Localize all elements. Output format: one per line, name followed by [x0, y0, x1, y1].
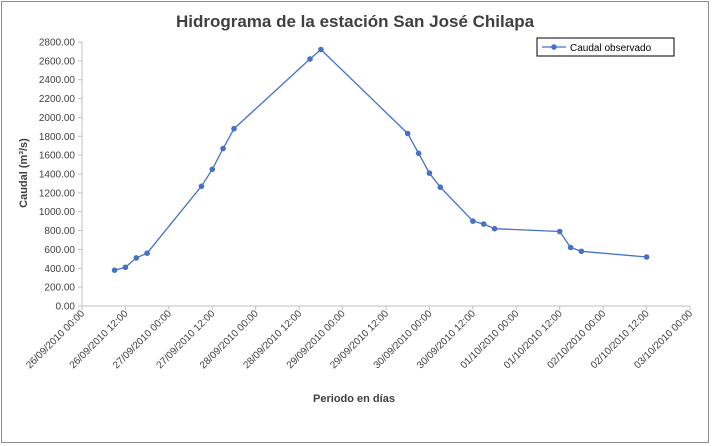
data-point [111, 267, 118, 274]
x-axis-title: Periodo en días [313, 393, 395, 405]
y-tick-label: 1400.00 [39, 170, 76, 181]
data-point [643, 254, 650, 260]
y-tick-label: 2000.00 [39, 113, 76, 124]
y-tick-label: 2400.00 [39, 75, 76, 86]
legend: Caudal observado [536, 37, 675, 57]
data-point [404, 130, 411, 137]
data-point [578, 248, 585, 255]
y-tick-label: 600.00 [44, 245, 75, 256]
data-point [318, 46, 324, 53]
data-point [209, 166, 216, 173]
y-tick-label: 1000.00 [39, 207, 76, 218]
y-tick-label: 200.00 [44, 283, 75, 294]
y-tick-label: 0.00 [56, 302, 76, 313]
y-axis-title: Caudal (m³/s) [18, 138, 30, 208]
plot-area: 0.00 200.00 400.00 600.00 800.00 1000.00 1200.… [24, 38, 695, 372]
y-tick-label: 1600.00 [39, 151, 76, 162]
data-point [307, 56, 313, 62]
data-point [567, 244, 574, 251]
data-point [198, 183, 205, 190]
y-tick-label: 2200.00 [39, 94, 76, 105]
y-axis-ticks: 0.00 200.00 400.00 600.00 800.00 1000.00 1200.… [39, 38, 82, 313]
data-point [415, 150, 422, 157]
data-point [231, 125, 237, 132]
data-point [556, 228, 563, 235]
legend-box [536, 37, 675, 57]
data-point [220, 145, 226, 152]
data-point [133, 255, 140, 261]
data-point [491, 225, 498, 232]
data-point [426, 170, 433, 176]
data-point [470, 218, 476, 224]
y-tick-label: 2600.00 [39, 56, 76, 67]
y-tick-label: 2800.00 [39, 38, 76, 49]
y-tick-label: 1200.00 [39, 188, 76, 199]
series-points [111, 46, 650, 274]
legend-marker [551, 44, 557, 50]
chart-title: Hidrograma de la estación San José Chila… [176, 12, 535, 31]
y-tick-label: 1800.00 [39, 132, 76, 143]
data-point [144, 250, 150, 256]
data-point [480, 221, 487, 227]
y-tick-label: 400.00 [44, 264, 75, 275]
data-point [437, 184, 444, 190]
y-tick-label: 800.00 [44, 226, 75, 237]
legend-entry-caudal-observado: Caudal observado [570, 43, 652, 54]
series-line-caudal-observado [114, 48, 647, 271]
data-point [122, 264, 129, 271]
